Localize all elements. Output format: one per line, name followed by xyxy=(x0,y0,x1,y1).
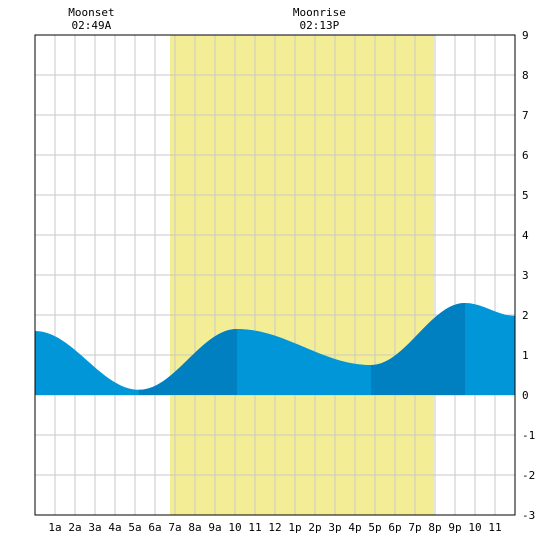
x-tick-label: 8a xyxy=(188,521,201,534)
y-tick-label: -3 xyxy=(522,509,535,522)
y-tick-label: 1 xyxy=(522,349,529,362)
y-tick-label: 6 xyxy=(522,149,529,162)
y-tick-label: 9 xyxy=(522,29,529,42)
moon-event-label: Moonset xyxy=(68,6,114,19)
x-tick-label: 11 xyxy=(488,521,501,534)
y-tick-label: 0 xyxy=(522,389,529,402)
x-tick-label: 5p xyxy=(368,521,381,534)
y-tick-label: 5 xyxy=(522,189,529,202)
x-tick-label: 3a xyxy=(88,521,101,534)
x-tick-label: 9p xyxy=(448,521,461,534)
x-tick-label: 2p xyxy=(308,521,321,534)
y-tick-label: 2 xyxy=(522,309,529,322)
x-tick-label: 9a xyxy=(208,521,221,534)
y-tick-label: 8 xyxy=(522,69,529,82)
tide-rising-area xyxy=(371,303,465,395)
x-tick-label: 12 xyxy=(268,521,281,534)
y-tick-label: -2 xyxy=(522,469,535,482)
moon-event-label: Moonrise xyxy=(293,6,346,19)
x-tick-label: 7p xyxy=(408,521,421,534)
x-tick-label: 8p xyxy=(428,521,441,534)
y-tick-label: 4 xyxy=(522,229,529,242)
x-tick-label: 1p xyxy=(288,521,301,534)
x-tick-label: 6p xyxy=(388,521,401,534)
moon-event-time: 02:49A xyxy=(72,19,112,32)
x-tick-label: 10 xyxy=(468,521,481,534)
tide-rising-area xyxy=(139,329,237,395)
x-tick-label: 4a xyxy=(108,521,121,534)
x-tick-label: 10 xyxy=(228,521,241,534)
x-tick-label: 11 xyxy=(248,521,261,534)
y-tick-label: -1 xyxy=(522,429,535,442)
x-tick-label: 3p xyxy=(328,521,341,534)
y-tick-label: 3 xyxy=(522,269,529,282)
y-tick-label: 7 xyxy=(522,109,529,122)
x-tick-label: 1a xyxy=(48,521,61,534)
x-tick-label: 2a xyxy=(68,521,81,534)
x-tick-label: 4p xyxy=(348,521,361,534)
x-tick-label: 6a xyxy=(148,521,161,534)
x-tick-label: 7a xyxy=(168,521,181,534)
plot-frame xyxy=(34,34,516,516)
x-tick-label: 5a xyxy=(128,521,141,534)
moon-event-time: 02:13P xyxy=(300,19,340,32)
